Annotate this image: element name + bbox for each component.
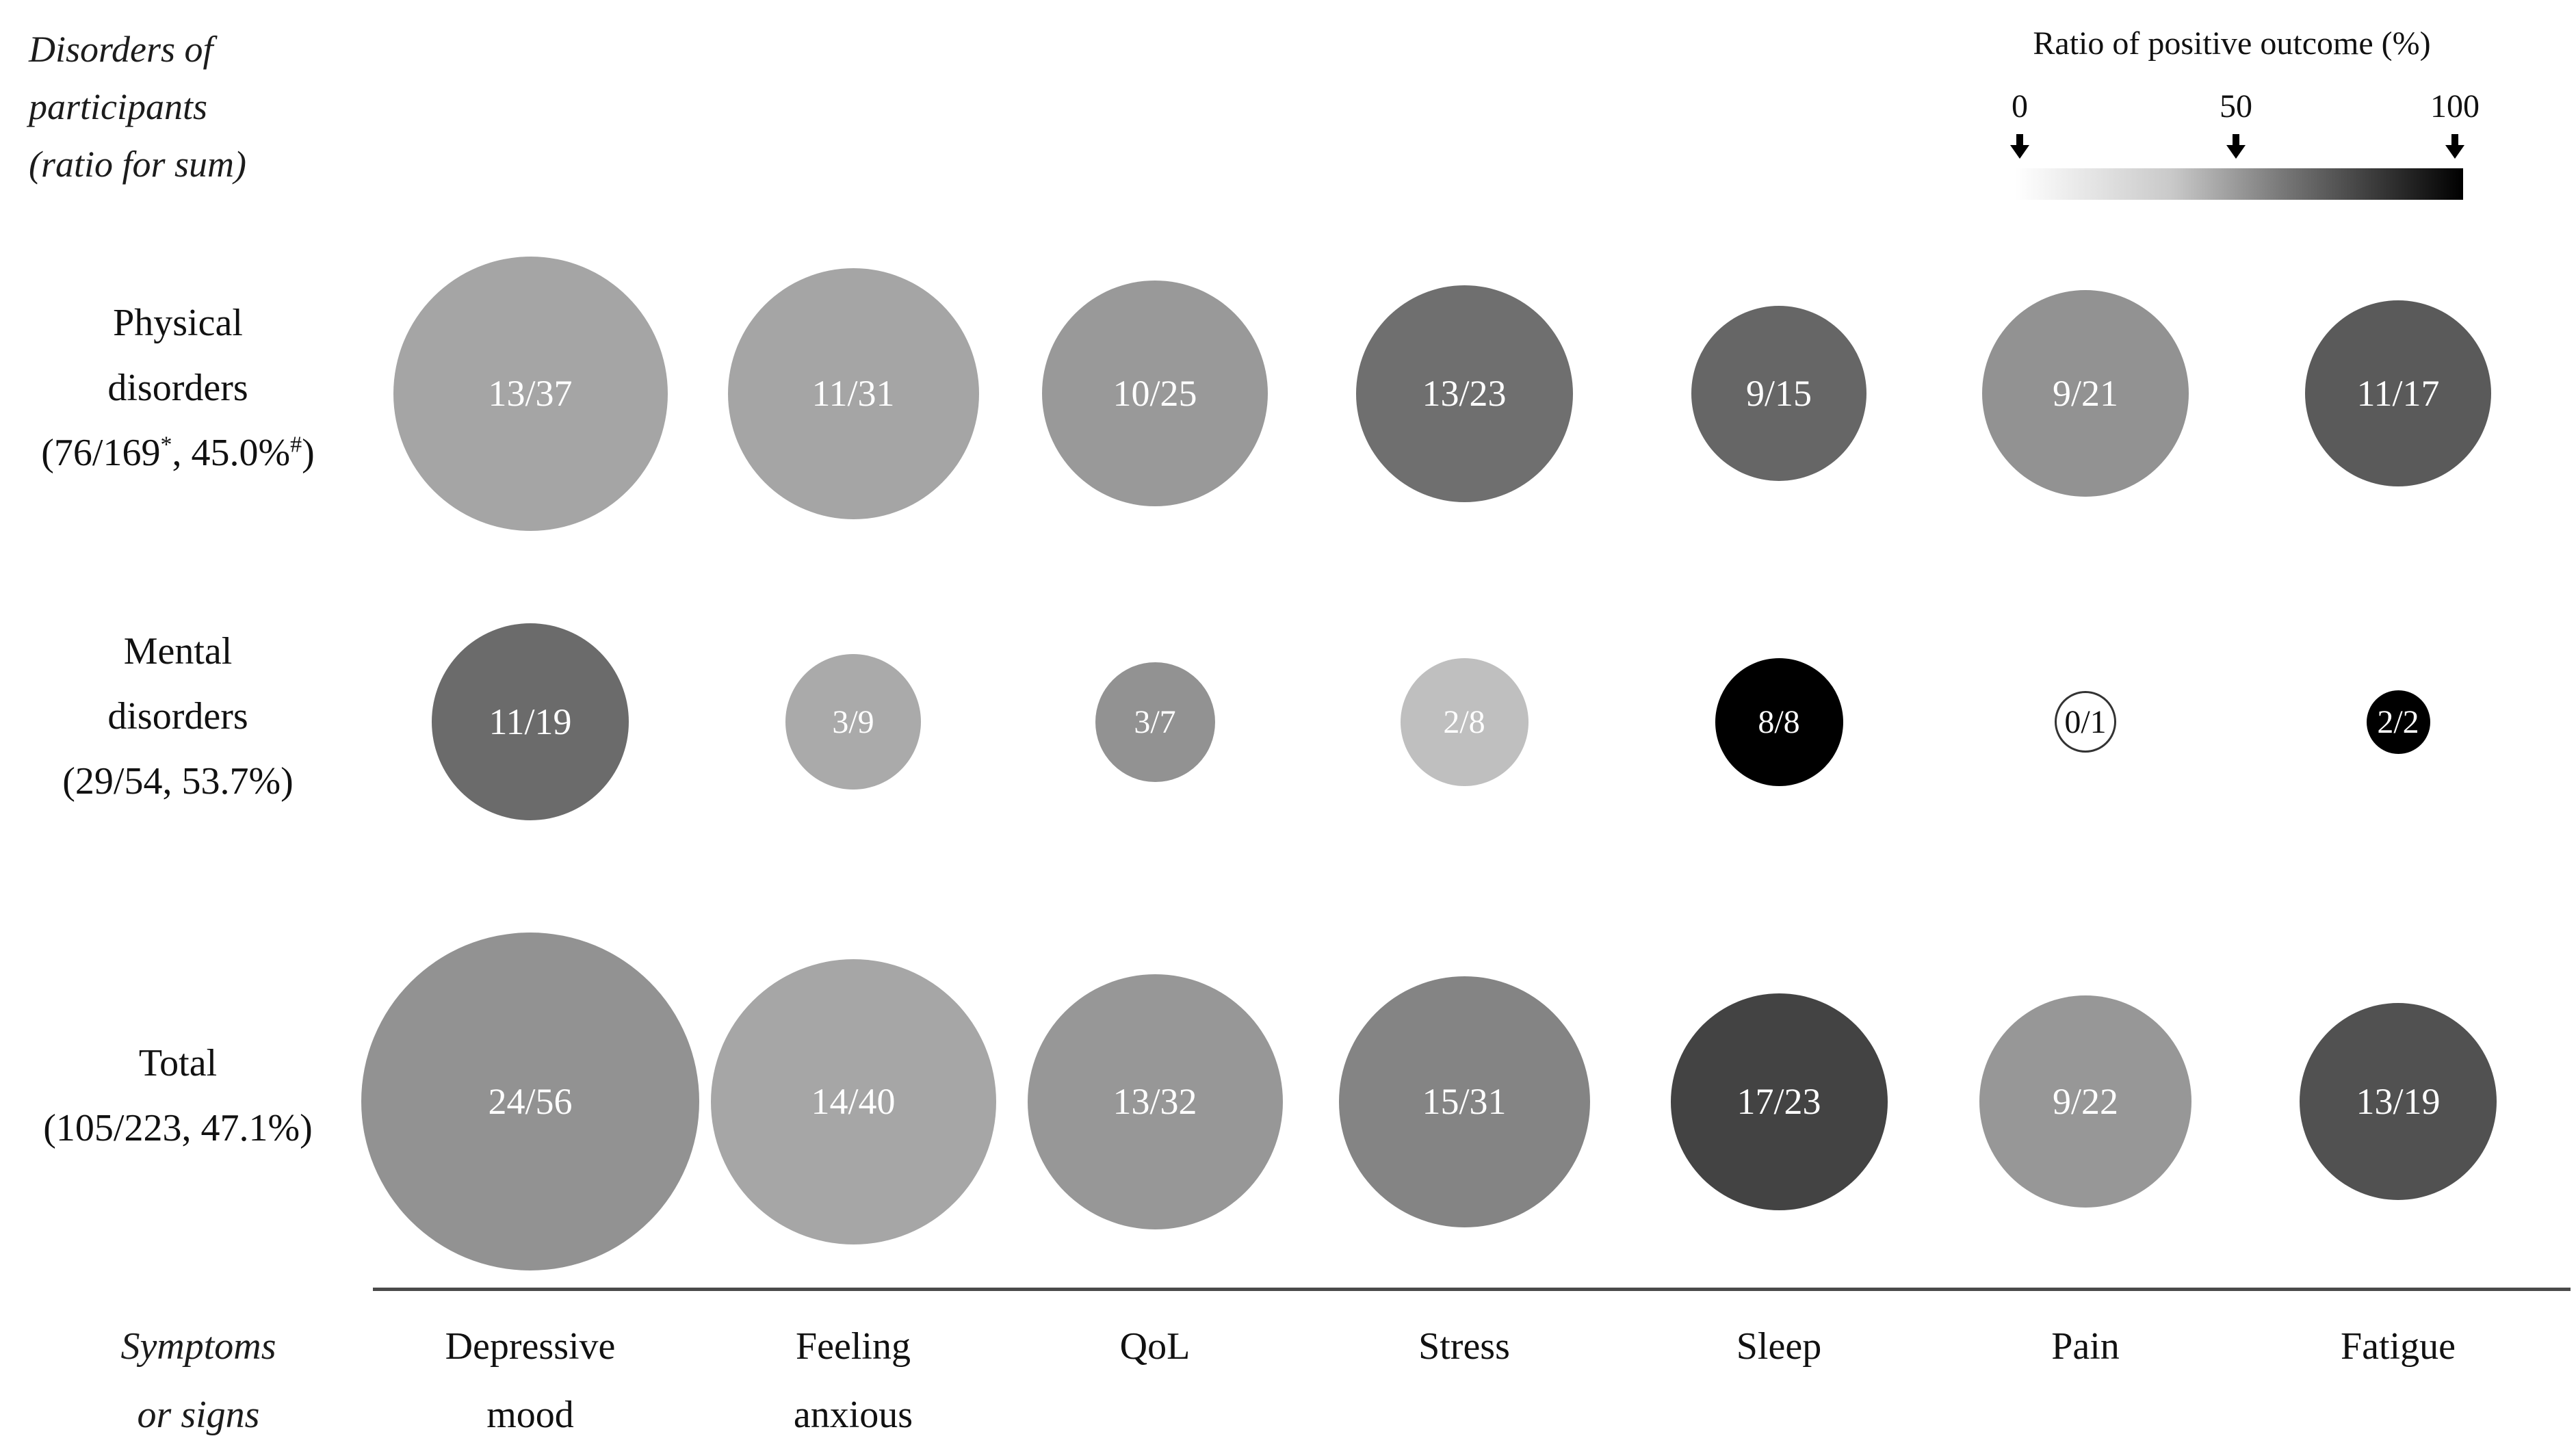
figure-title-line3: (ratio for sum) <box>29 144 247 185</box>
legend-tick-50: 50 <box>2220 88 2252 125</box>
bubble-value: 0/1 <box>2064 703 2107 740</box>
bubble-value: 2/8 <box>1443 703 1485 740</box>
bubble-mental-disorders-feeling-anxious: 3/9 <box>785 654 921 790</box>
row-label-mental-disorders-line1: Mental <box>123 629 233 673</box>
bubble-value: 3/7 <box>1134 703 1176 740</box>
row-label-physical-disorders-line1: Physical <box>113 301 243 344</box>
row-label-mental-disorders: Mental disorders (29/54, 53.7%) <box>0 619 356 814</box>
bubble-physical-disorders-stress: 13/23 <box>1355 285 1573 502</box>
bubble-value: 8/8 <box>1758 703 1800 740</box>
bubble-value: 15/31 <box>1422 1081 1507 1122</box>
column-label-depressive-mood-line1: Depressive <box>445 1325 616 1368</box>
bubble-value: 13/32 <box>1113 1081 1197 1122</box>
column-label-depressive-mood-line2: mood <box>486 1394 574 1436</box>
ratio-text: (105/223, 47.1%) <box>43 1107 313 1149</box>
row-label-total-line1: Total <box>138 1042 218 1084</box>
bubble-physical-disorders-pain: 9/21 <box>1982 290 2189 497</box>
bubble-mental-disorders-stress: 2/8 <box>1400 657 1528 786</box>
column-label-feeling-anxious: Feeling anxious <box>696 1312 1011 1447</box>
column-label-sleep-line1: Sleep <box>1736 1325 1822 1368</box>
legend-arrow-100-icon <box>2445 134 2464 159</box>
bubble-physical-disorders-fatigue: 11/17 <box>2305 300 2491 486</box>
bubble-value: 13/23 <box>1422 373 1507 414</box>
bubble-total-sleep: 17/23 <box>1670 993 1888 1210</box>
bubble-mental-disorders-fatigue: 2/2 <box>2366 690 2430 754</box>
bubble-total-feeling-anxious: 14/40 <box>710 959 996 1244</box>
column-label-stress-line1: Stress <box>1418 1325 1510 1368</box>
superscript-mark: * <box>160 431 172 457</box>
bubble-value: 9/22 <box>2052 1081 2118 1122</box>
bubble-mental-disorders-qol: 3/7 <box>1095 662 1215 782</box>
legend-arrow-50-icon <box>2226 134 2246 159</box>
legend-tick-100: 100 <box>2430 88 2480 125</box>
column-label-feeling-anxious-line1: Feeling <box>796 1325 911 1368</box>
bubble-value: 9/15 <box>1745 373 1812 414</box>
ratio-text: (29/54, 53.7%) <box>62 759 294 803</box>
superscript-mark: # <box>290 431 302 457</box>
bubble-value: 3/9 <box>832 703 874 740</box>
column-label-fatigue-line1: Fatigue <box>2341 1325 2456 1368</box>
legend-title: Ratio of positive outcome (%) <box>2033 25 2431 62</box>
column-label-pain-line1: Pain <box>2051 1325 2120 1368</box>
column-label-depressive-mood: Depressive mood <box>373 1312 688 1447</box>
figure-title-line1: Disorders of <box>29 29 213 70</box>
bubble-physical-disorders-qol: 10/25 <box>1042 281 1268 506</box>
bubble-value: 9/21 <box>2052 373 2118 414</box>
row-label-mental-disorders-ratio: (29/54, 53.7%) <box>0 749 356 814</box>
bubble-value: 2/2 <box>2377 703 2419 740</box>
x-axis-title: Symptoms or signs <box>27 1312 369 1447</box>
row-label-total: Total (105/223, 47.1%) <box>0 1031 356 1161</box>
bubble-total-depressive-mood: 24/56 <box>361 933 699 1270</box>
bubble-value: 24/56 <box>488 1081 573 1122</box>
ratio-text: , 45.0% <box>172 431 291 474</box>
row-label-mental-disorders-line2: disorders <box>107 694 248 738</box>
bubble-value: 11/19 <box>489 701 572 742</box>
bubble-value: 13/37 <box>488 373 573 414</box>
column-label-qol-line1: QoL <box>1119 1325 1191 1368</box>
bubble-total-fatigue: 13/19 <box>2300 1003 2497 1200</box>
x-axis-line <box>373 1288 2571 1291</box>
ratio-text: (76/169 <box>41 431 161 474</box>
row-label-physical-disorders-line2: disorders <box>107 366 248 409</box>
column-label-fatigue: Fatigue <box>2241 1312 2555 1381</box>
bubble-value: 11/17 <box>2356 373 2440 414</box>
row-label-physical-disorders-ratio: (76/169*, 45.0%#) <box>0 421 356 486</box>
column-label-qol: QoL <box>998 1312 1312 1381</box>
bubble-total-pain: 9/22 <box>1979 995 2191 1208</box>
bubble-total-stress: 15/31 <box>1338 976 1590 1227</box>
column-label-pain: Pain <box>1928 1312 2243 1381</box>
bubble-value: 13/19 <box>2356 1081 2441 1122</box>
bubble-physical-disorders-depressive-mood: 13/37 <box>393 256 668 531</box>
column-label-feeling-anxious-line2: anxious <box>793 1394 913 1436</box>
bubble-physical-disorders-feeling-anxious: 11/31 <box>727 268 979 519</box>
bubble-mental-disorders-pain: 0/1 <box>2055 691 2116 753</box>
figure-title-line2: participants <box>29 86 208 127</box>
column-label-stress: Stress <box>1307 1312 1622 1381</box>
ratio-text: ) <box>302 431 315 474</box>
bubble-physical-disorders-sleep: 9/15 <box>1691 306 1866 481</box>
bubble-total-qol: 13/32 <box>1027 974 1283 1229</box>
legend-gradient-bar <box>2015 168 2463 200</box>
figure-title: Disorders of participants (ratio for sum… <box>29 21 246 193</box>
legend-tick-0: 0 <box>2012 88 2028 125</box>
bubble-mental-disorders-sleep: 8/8 <box>1715 657 1843 786</box>
x-axis-title-line2: or signs <box>137 1394 260 1436</box>
bubble-value: 17/23 <box>1736 1081 1821 1122</box>
bubble-value: 14/40 <box>811 1081 896 1122</box>
bubble-value: 11/31 <box>811 373 895 414</box>
bubble-mental-disorders-depressive-mood: 11/19 <box>432 623 629 820</box>
bubble-value: 10/25 <box>1113 373 1197 414</box>
row-label-total-ratio: (105/223, 47.1%) <box>0 1096 356 1161</box>
row-label-physical-disorders: Physical disorders (76/169*, 45.0%#) <box>0 291 356 486</box>
x-axis-title-line1: Symptoms <box>120 1325 276 1368</box>
column-label-sleep: Sleep <box>1622 1312 1936 1381</box>
legend-arrow-0-icon <box>2010 134 2029 159</box>
